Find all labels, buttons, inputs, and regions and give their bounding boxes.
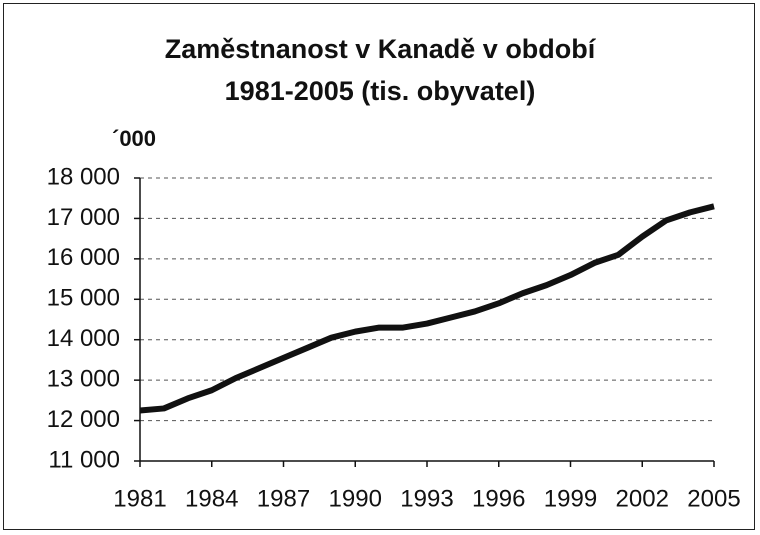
x-tick-label: 2005 (687, 485, 740, 512)
x-tick-label: 1990 (329, 485, 382, 512)
x-tick-label: 1996 (472, 485, 525, 512)
x-tick-label: 1984 (185, 485, 238, 512)
y-tick-label: 11 000 (48, 446, 120, 473)
chart-frame (3, 3, 755, 530)
y-axis-label: ´000 (112, 126, 156, 151)
y-tick-label: 12 000 (47, 406, 120, 433)
y-tick-label: 13 000 (47, 365, 120, 392)
y-tick-label: 14 000 (47, 325, 120, 352)
y-tick-label: 15 000 (47, 285, 120, 312)
y-tick-label: 17 000 (47, 204, 120, 231)
y-tick-label: 18 000 (47, 163, 120, 190)
chart-title: Zaměstnanost v Kanadě v období 1981-2005… (164, 34, 596, 106)
x-tick-label: 1987 (257, 485, 310, 512)
x-tick-label: 1993 (400, 485, 453, 512)
line-series (139, 203, 715, 414)
x-tick-label: 1999 (544, 485, 597, 512)
y-tick-label: 16 000 (47, 244, 120, 271)
x-tick-label: 1981 (113, 485, 166, 512)
x-tick-label: 2002 (616, 485, 669, 512)
